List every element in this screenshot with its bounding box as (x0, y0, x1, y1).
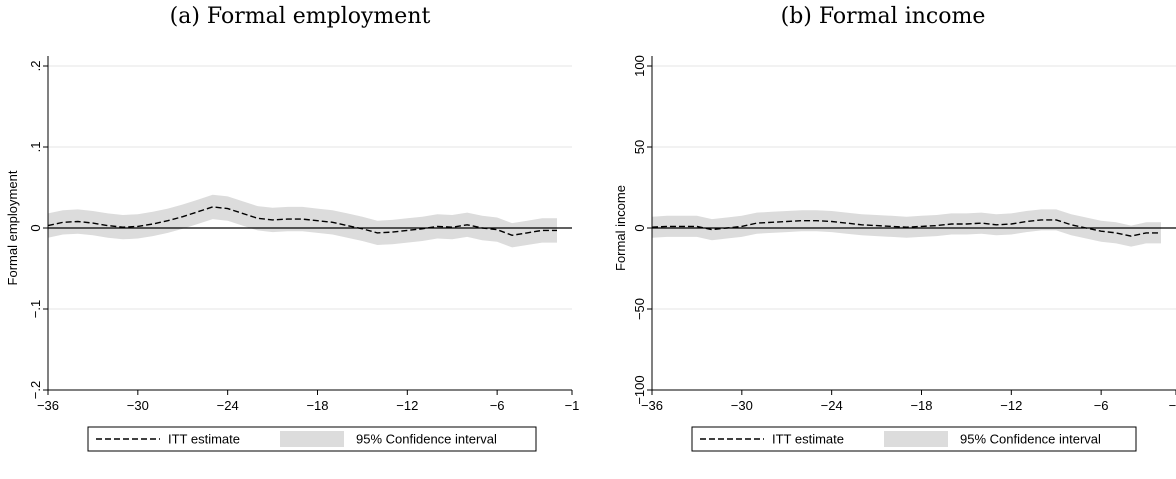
legend-ci-swatch (280, 431, 344, 447)
x-tick-label: −18 (910, 398, 932, 413)
y-tick-label: −50 (632, 298, 647, 320)
y-tick-label: .1 (28, 142, 43, 153)
y-tick-label: 0 (632, 224, 647, 231)
x-tick-label: −1 (565, 398, 580, 413)
confidence-band (48, 194, 557, 248)
x-tick-label: −1 (1169, 398, 1176, 413)
x-tick-label: −24 (821, 398, 843, 413)
legend-itt-label: ITT estimate (168, 432, 240, 447)
legend-ci-label: 95% Confidence interval (960, 432, 1101, 447)
legend: ITT estimate 95% Confidence interval (691, 426, 1137, 452)
x-tick-label: −6 (490, 398, 505, 413)
itt-estimate-line (47, 206, 557, 237)
y-tick-label: 50 (632, 140, 647, 154)
y-axis-label: Formal income (613, 185, 628, 271)
y-tick-label: 100 (632, 55, 647, 77)
y-axis-label: Formal employment (5, 170, 20, 285)
x-tick-label: −18 (306, 398, 328, 413)
y-tick-label: 0 (28, 224, 43, 231)
x-tick-label: −12 (396, 398, 418, 413)
x-tick-label: −36 (641, 398, 663, 413)
legend: ITT estimate 95% Confidence interval (87, 426, 537, 452)
itt-estimate-line (651, 219, 1161, 237)
x-tick-label: −6 (1094, 398, 1109, 413)
x-tick-label: −12 (1000, 398, 1022, 413)
y-tick-label: −.1 (28, 300, 43, 318)
x-tick-label: −30 (731, 398, 753, 413)
y-tick-label: .2 (28, 61, 43, 72)
legend-itt-label: ITT estimate (772, 432, 844, 447)
x-tick-label: −30 (127, 398, 149, 413)
panel-b-title: (b) Formal income (780, 4, 986, 29)
panel-a-formal-employment: −.2 −.1 0 .1 .2 −36 −30 −24 −18 −12 −6 −1 Formal emp… (5, 56, 580, 452)
y-tick-label: −100 (632, 375, 647, 404)
legend-ci-label: 95% Confidence interval (356, 432, 497, 447)
panel-a-title: (a) Formal employment (169, 4, 431, 29)
panel-b-formal-income: −100 −50 0 50 100 −36 −30 −24 −18 −12 −6 −1 Formal i… (613, 55, 1176, 452)
legend-ci-swatch (884, 431, 948, 447)
x-tick-label: −24 (217, 398, 239, 413)
y-tick-label: −.2 (28, 381, 43, 399)
x-tick-label: −36 (37, 398, 59, 413)
